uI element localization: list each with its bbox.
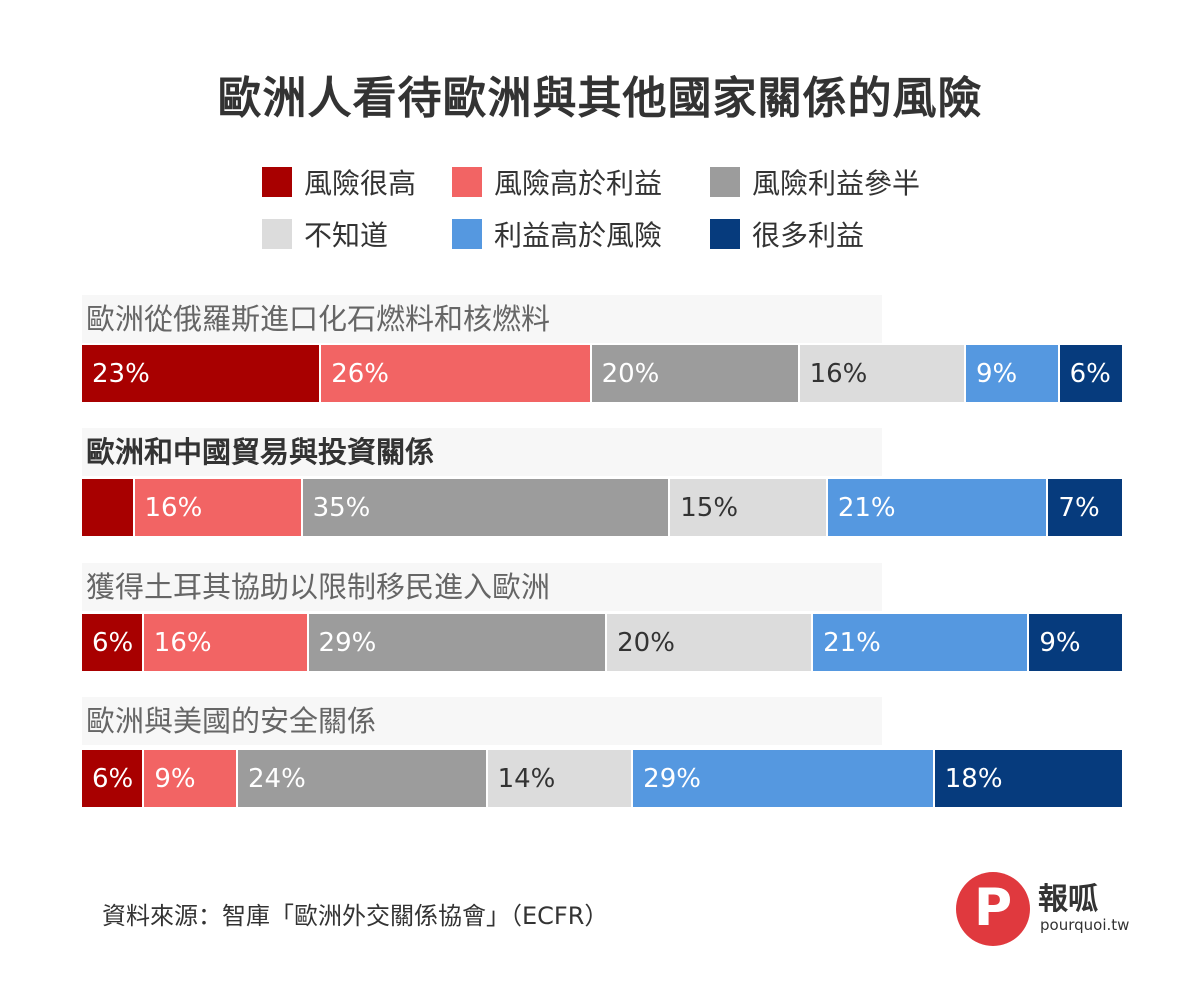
data-label: 21% <box>837 492 896 523</box>
category-label: 歐洲從俄羅斯進口化石燃料和核燃料 <box>82 295 882 343</box>
category-label: 歐洲與美國的安全關係 <box>82 697 882 745</box>
bar-segment: 7% <box>1048 479 1122 536</box>
legend-swatch <box>710 167 740 197</box>
legend-item: 風險很高 <box>262 166 452 200</box>
legend-label: 很多利益 <box>752 219 865 252</box>
bar-segment: 16% <box>799 345 966 402</box>
data-label: 24% <box>247 763 306 794</box>
legend-swatch <box>710 219 740 249</box>
legend-swatch <box>262 167 292 197</box>
data-label: 15% <box>680 492 739 523</box>
bar-segment: 29% <box>308 614 608 671</box>
category-label: 歐洲和中國貿易與投資關係 <box>82 428 882 476</box>
bar-segment: 29% <box>633 750 935 807</box>
bar-segment: 20% <box>591 345 800 402</box>
bar-segment: 14% <box>487 750 634 807</box>
bar-segment: 21% <box>827 479 1049 536</box>
stacked-bar: 23% 26% 20% 16% 9% 6% <box>82 345 1122 402</box>
data-label: 35% <box>312 492 371 523</box>
logo-p-icon: P <box>956 872 1030 946</box>
logo-site: pourquoi.tw <box>1040 916 1130 934</box>
legend-label: 不知道 <box>304 219 389 252</box>
legend-label: 風險高於利益 <box>494 167 663 200</box>
data-label: 7% <box>1058 492 1100 523</box>
data-label: 18% <box>944 763 1003 794</box>
data-label: 16% <box>809 358 868 389</box>
bar-segment: 24% <box>237 750 488 807</box>
data-label: 20% <box>601 358 660 389</box>
data-label: 26% <box>331 358 389 389</box>
data-label: 9% <box>975 358 1018 389</box>
bar-segment: 20% <box>607 614 814 671</box>
bar-segment: 6% <box>82 614 144 671</box>
legend-label: 風險很高 <box>304 167 417 200</box>
bar-segment: 9% <box>965 345 1060 402</box>
stacked-bar: 16% 35% 15% 21% 7% <box>82 479 1122 536</box>
data-label: 23% <box>92 358 150 389</box>
legend-item: 風險利益參半 <box>710 166 950 200</box>
bar-segment: 26% <box>321 345 592 402</box>
category-label: 獲得土耳其協助以限制移民進入歐洲 <box>82 563 882 611</box>
legend-swatch <box>452 167 482 197</box>
stacked-bar: 6% 16% 29% 20% 21% 9% <box>82 614 1122 671</box>
bar-segment: 6% <box>82 750 145 807</box>
data-label: 6% <box>92 627 134 658</box>
source-note: 資料來源：智庫「歐洲外交關係協會」（ECFR） <box>102 902 609 930</box>
legend: 風險很高 風險高於利益 風險利益參半不知道 利益高於風險 很多利益 <box>262 166 982 252</box>
legend-swatch <box>262 219 292 249</box>
data-label: 29% <box>318 627 377 658</box>
legend-label: 風險利益參半 <box>752 167 921 200</box>
data-label: 21% <box>823 627 881 658</box>
chart-title: 歐洲人看待歐洲與其他國家關係的風險 <box>217 73 983 124</box>
stacked-bar: 6% 9% 24% 14% 29% 18% <box>82 750 1122 807</box>
data-label: 20% <box>617 627 675 658</box>
bar-segment: 16% <box>143 614 309 671</box>
bar-segment: 23% <box>82 345 322 402</box>
legend-item: 利益高於風險 <box>452 218 710 252</box>
legend-item: 很多利益 <box>710 218 950 252</box>
legend-item: 不知道 <box>262 218 452 252</box>
bar-segment: 15% <box>670 479 828 536</box>
legend-label: 利益高於風險 <box>494 219 663 252</box>
data-label: 16% <box>153 627 212 658</box>
data-label: 6% <box>92 763 134 794</box>
bar-segment: 16% <box>134 479 303 536</box>
data-label: 6% <box>1069 358 1111 389</box>
data-label: 9% <box>1039 627 1081 658</box>
bar-segment <box>82 479 135 536</box>
legend-item: 風險高於利益 <box>452 166 710 200</box>
data-label: 14% <box>497 763 556 794</box>
data-label: 16% <box>144 492 203 523</box>
legend-swatch <box>452 219 482 249</box>
bar-segment: 6% <box>1059 345 1122 402</box>
bar-segment: 9% <box>144 750 238 807</box>
logo-name: 報呱 <box>1038 882 1098 917</box>
data-label: 29% <box>643 763 701 794</box>
bar-segment: 9% <box>1029 614 1122 671</box>
bar-segment: 35% <box>302 479 671 536</box>
bar-segment: 21% <box>813 614 1030 671</box>
brand-logo: P 報呱 pourquoi.tw <box>956 864 1129 954</box>
bar-segment: 18% <box>934 750 1122 807</box>
data-label: 9% <box>154 763 196 794</box>
